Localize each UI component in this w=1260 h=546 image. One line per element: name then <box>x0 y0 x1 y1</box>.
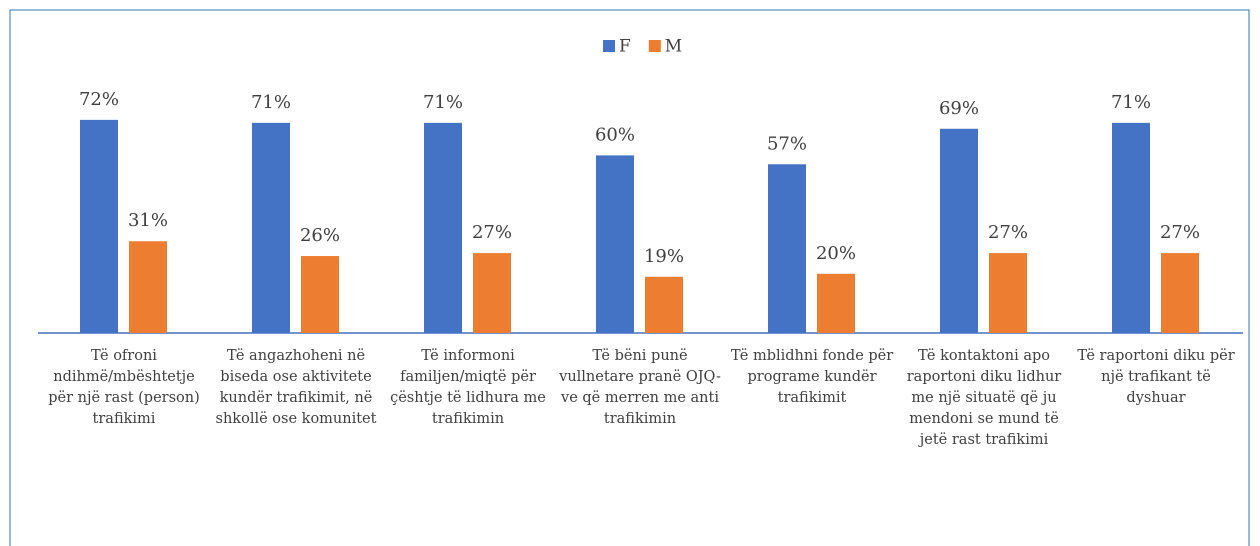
frame <box>9 9 1250 546</box>
data-label: 71% <box>1111 92 1151 113</box>
x-tick-label: Të kontaktoni apo raportoni diku lidhur … <box>906 348 1062 448</box>
legend-swatch <box>648 40 661 52</box>
bar <box>301 256 339 333</box>
legend-label: M <box>665 37 682 57</box>
x-tick-label: Të angazhoheni në biseda ose aktivitete … <box>215 348 377 427</box>
bar <box>817 273 855 333</box>
bar <box>129 241 167 333</box>
data-label: 27% <box>472 222 512 243</box>
bar <box>596 155 634 333</box>
data-label: 27% <box>1160 222 1200 243</box>
bar <box>80 119 118 333</box>
x-tick-label: Të mblidhni fonde për programe kundër tr… <box>730 348 894 406</box>
data-label: 26% <box>300 225 340 246</box>
legend-label: F <box>619 37 631 57</box>
bar <box>645 276 683 333</box>
data-label: 31% <box>128 210 168 231</box>
data-label: 60% <box>595 124 635 145</box>
bar <box>989 253 1027 333</box>
bar <box>1112 122 1150 333</box>
data-label: 27% <box>988 222 1028 243</box>
x-tick-label: Të bëni punë vullnetare pranë OJQ-ve që … <box>559 348 721 427</box>
data-label: 69% <box>939 98 979 119</box>
bar <box>1161 253 1199 333</box>
x-tick-label: Të ofroni ndihmë/mbështetje për një rast… <box>48 348 200 427</box>
data-label: 71% <box>251 92 291 113</box>
legend-swatch <box>603 40 615 52</box>
data-label: 20% <box>816 243 856 264</box>
bar <box>473 253 511 333</box>
bar <box>768 164 806 333</box>
data-label: 71% <box>423 92 463 113</box>
bar <box>940 128 978 333</box>
bar <box>252 122 290 333</box>
x-tick-label: Të informoni familjen/miqtë për çështje … <box>390 348 546 427</box>
bar <box>424 122 462 333</box>
x-tick-label: Të raportoni diku për një trafikant të d… <box>1077 348 1235 406</box>
data-label: 57% <box>767 133 807 154</box>
data-label: 72% <box>79 89 119 110</box>
data-label: 19% <box>644 246 684 267</box>
